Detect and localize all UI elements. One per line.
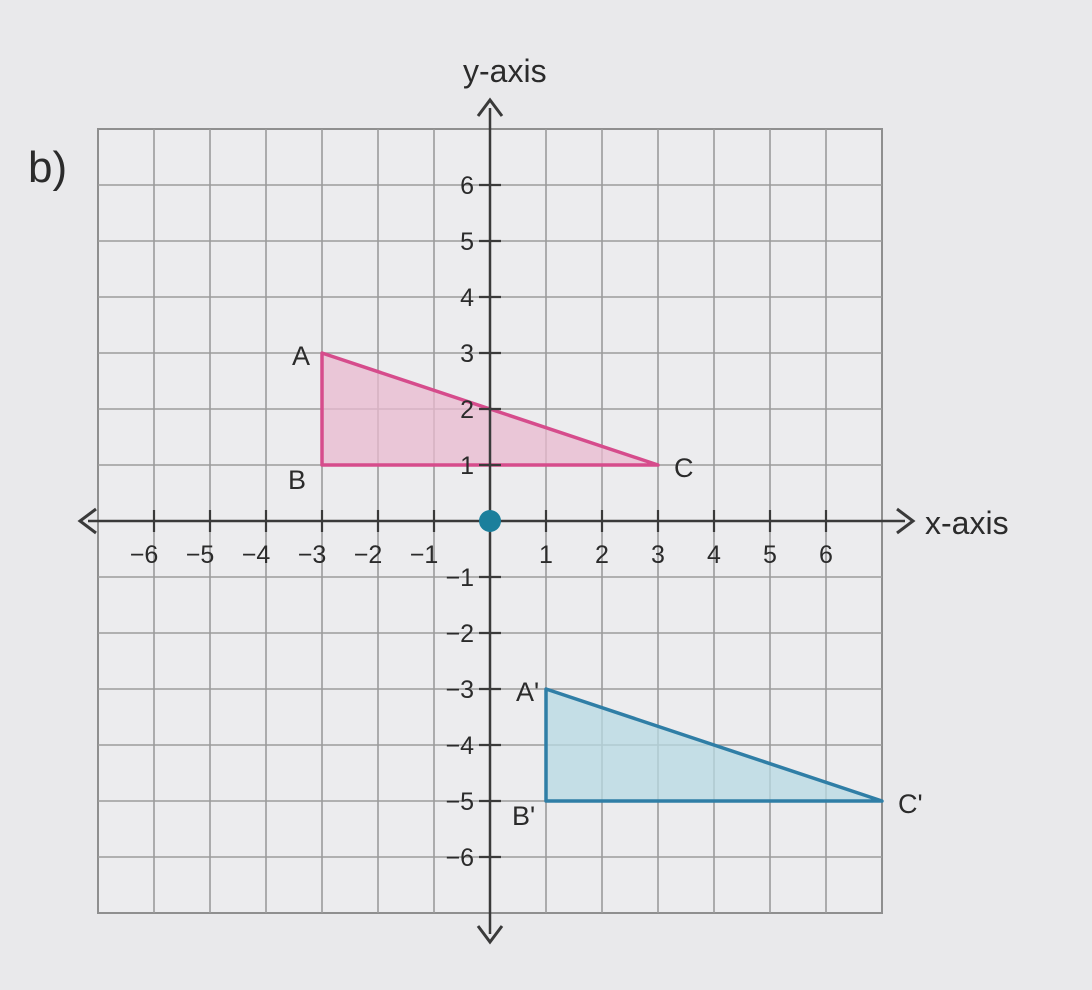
vertex-label: B bbox=[288, 465, 306, 495]
y-tick-label: 3 bbox=[460, 340, 474, 368]
x-axis-right-arrow bbox=[896, 507, 916, 535]
x-tick-label: 2 bbox=[595, 541, 609, 569]
x-tick-label: 3 bbox=[651, 541, 665, 569]
y-tick-label: 2 bbox=[460, 396, 474, 424]
x-tick-label: −3 bbox=[298, 541, 327, 569]
part-label: b) bbox=[28, 143, 67, 192]
x-tick-label: −5 bbox=[186, 541, 215, 569]
y-axis-bottom-arrow bbox=[476, 925, 504, 945]
vertex-label: A' bbox=[516, 677, 539, 707]
y-axis-label: y-axis bbox=[463, 53, 547, 89]
vertex-labels: A B C A' B' C' bbox=[288, 341, 923, 831]
vertex-label: C bbox=[674, 453, 694, 483]
vertex-label: C' bbox=[898, 789, 923, 819]
x-axis-label: x-axis bbox=[925, 505, 1009, 541]
x-tick-label: 1 bbox=[539, 541, 553, 569]
y-tick-label: 6 bbox=[460, 172, 474, 200]
y-tick-label: −2 bbox=[445, 620, 474, 648]
y-tick-label: −5 bbox=[445, 788, 474, 816]
y-tick-label: −3 bbox=[445, 676, 474, 704]
y-axis-top-arrow bbox=[476, 97, 504, 117]
vertex-label: A bbox=[292, 341, 310, 371]
x-tick-label: −2 bbox=[354, 541, 383, 569]
y-tick-label: 1 bbox=[460, 452, 474, 480]
axes bbox=[77, 97, 916, 945]
tick-labels: −6 −5 −4 −3 −2 −1 1 2 3 4 5 6 −6 −5 −4 −3 −2 −1 1 2 3 4 5 6 bbox=[130, 172, 833, 872]
x-tick-label: −4 bbox=[242, 541, 271, 569]
origin-dot bbox=[479, 510, 501, 532]
y-tick-label: −4 bbox=[445, 732, 474, 760]
x-tick-label: −6 bbox=[130, 541, 159, 569]
x-tick-label: 4 bbox=[707, 541, 721, 569]
y-tick-label: 5 bbox=[460, 228, 474, 256]
x-axis-left-arrow bbox=[77, 507, 97, 535]
x-tick-label: 6 bbox=[819, 541, 833, 569]
y-tick-label: 4 bbox=[460, 284, 474, 312]
y-tick-label: −6 bbox=[445, 844, 474, 872]
vertex-label: B' bbox=[512, 801, 535, 831]
x-tick-label: 5 bbox=[763, 541, 777, 569]
x-tick-label: −1 bbox=[410, 541, 439, 569]
y-tick-label: −1 bbox=[445, 564, 474, 592]
triangle-abc-prime bbox=[544, 687, 884, 803]
